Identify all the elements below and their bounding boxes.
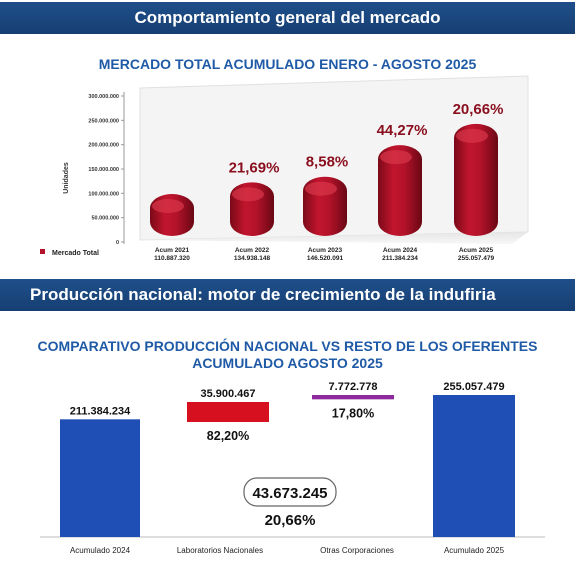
chart1-value-label: 211.384.234	[382, 255, 418, 262]
chart1-value-label: 255.057.479	[458, 255, 495, 262]
chart2-category-label: Laboratorios Nacionales	[177, 546, 263, 555]
chart1-bar-highlight	[232, 187, 264, 202]
chart1-value-label: 134.938.148	[234, 255, 271, 262]
chart1-y-tick-label: 150.000.000	[88, 167, 119, 173]
chart1-y-tick-label: 100.000.000	[88, 191, 119, 197]
chart2-bar-acum-2024	[60, 419, 140, 537]
chart2-title: COMPARATIVO PRODUCCIÓN NACIONAL VS RESTO…	[0, 338, 575, 372]
chart1-bar-highlight	[305, 181, 337, 196]
total-increase-value: 43.673.245	[252, 485, 327, 502]
chart2-title-line2: ACUMULADO AGOSTO 2025	[192, 355, 383, 371]
chart1-growth-label: 8,58%	[306, 154, 349, 171]
chart2-value-label: 255.057.479	[443, 381, 504, 393]
chart2-share-label: 17,80%	[332, 406, 374, 420]
chart1-y-tick-label: 200.000.000	[88, 143, 119, 149]
chart1-category-label: Acum 2021	[155, 247, 190, 254]
chart1-value-label: 146.520.091	[307, 255, 344, 262]
chart1-category-label: Acum 2024	[383, 247, 418, 254]
chart1-y-axis-label: Unidades	[63, 162, 70, 194]
chart1-category-label: Acum 2022	[235, 247, 270, 254]
chart1-floor	[124, 232, 528, 244]
chart2-share-label: 82,20%	[207, 429, 249, 443]
chart1-y-tick-label: 0	[116, 240, 119, 246]
chart1-value-label: 110.887.320	[154, 255, 190, 262]
section-banner-market: Comportamiento general del mercado	[0, 2, 575, 34]
chart1-growth-label: 20,66%	[453, 101, 504, 118]
chart1-category-label: Acum 2025	[459, 247, 494, 254]
chart2-category-label: Otras Corporaciones	[320, 546, 394, 555]
total-increase-box	[243, 477, 337, 507]
chart2-bar-acum-2025	[433, 395, 515, 537]
chart2-title-line1: COMPARATIVO PRODUCCIÓN NACIONAL VS RESTO…	[37, 338, 538, 354]
chart1-bar-highlight	[456, 128, 488, 143]
total-increase-pct: 20,66%	[265, 512, 316, 529]
chart1-growth-label: 44,27%	[377, 122, 428, 139]
chart2-value-label: 35.900.467	[200, 388, 255, 400]
chart1-category-label: Acum 2023	[308, 247, 343, 254]
chart2-value-label: 211.384.234	[70, 405, 131, 417]
legend-marker	[40, 249, 45, 254]
chart1-bar-highlight	[152, 199, 184, 214]
market-total-chart: 0 50.000.000 100.000.000 150.000.000 200.000…	[40, 75, 529, 262]
chart1-y-tick-label: 250.000.000	[88, 118, 119, 124]
chart2-value-label: 7.772.778	[329, 381, 378, 393]
chart1-y-tick-label: 50.000.000	[91, 216, 119, 222]
chart2-bar-laboratorios	[187, 402, 269, 422]
chart1-bar	[454, 123, 498, 236]
chart1-growth-label: 21,69%	[229, 159, 280, 176]
chart1-bar	[378, 145, 422, 236]
chart1-title: MERCADO TOTAL ACUMULADO ENERO - AGOSTO 2…	[98, 56, 477, 72]
chart2-category-label: Acumulado 2024	[70, 546, 131, 555]
section-banner-production: Producción nacional: motor de crecimient…	[0, 279, 575, 311]
chart1-bar-highlight	[380, 150, 412, 165]
chart2-bar-otras	[312, 395, 394, 400]
chart1-y-tick-label: 300.000.000	[88, 94, 119, 100]
chart2-category-label: Acumulado 2025	[444, 546, 505, 555]
legend-label: Mercado Total	[52, 250, 99, 257]
